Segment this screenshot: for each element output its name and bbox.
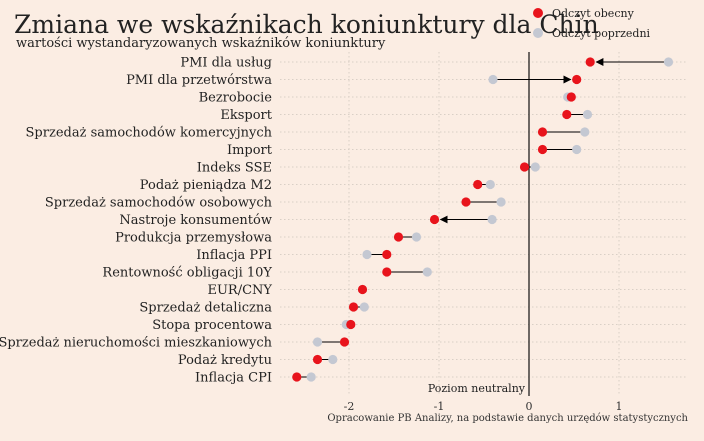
previous-point bbox=[306, 372, 316, 382]
current-point bbox=[473, 179, 483, 190]
category-label: Inflacja PPI bbox=[196, 248, 272, 263]
category-label: Nastroje konsumentów bbox=[119, 213, 272, 228]
legend-previous-label: Odczyt poprzedni bbox=[552, 27, 651, 40]
previous-point bbox=[572, 144, 582, 155]
x-axis-ticks: -2 -1 0 1 bbox=[344, 400, 623, 413]
category-label: Bezrobocie bbox=[199, 91, 273, 106]
current-point bbox=[357, 284, 368, 295]
previous-point bbox=[582, 109, 593, 120]
current-point bbox=[566, 92, 576, 102]
legend-current-marker bbox=[533, 8, 543, 18]
category-label: Podaż kredytu bbox=[178, 353, 272, 368]
chart-subtitle: wartości wystandaryzowanych wskaźników k… bbox=[16, 36, 386, 51]
current-point bbox=[348, 302, 359, 312]
category-label: Indeks SSE bbox=[197, 161, 272, 176]
current-point bbox=[461, 197, 471, 207]
current-point bbox=[537, 144, 548, 155]
current-point bbox=[339, 337, 350, 347]
previous-point bbox=[663, 57, 674, 67]
category-label: Sprzedaż nieruchomości mieszkaniowych bbox=[0, 336, 273, 351]
category-labels: PMI dla usług PMI dla przetwórstwa Bezrobo… bbox=[0, 56, 273, 386]
current-point bbox=[382, 249, 392, 260]
category-label: Eksport bbox=[220, 108, 272, 123]
category-label: PMI dla przetwórstwa bbox=[126, 73, 272, 88]
category-label: Sprzedaż samochodów osobowych bbox=[45, 196, 273, 211]
x-tick-label: 1 bbox=[616, 400, 623, 413]
current-point bbox=[292, 372, 302, 382]
previous-point bbox=[328, 354, 338, 365]
previous-point bbox=[312, 337, 323, 347]
previous-point bbox=[362, 249, 372, 260]
current-point bbox=[312, 354, 323, 365]
category-label: Podaż pieniądza M2 bbox=[140, 178, 272, 193]
previous-point bbox=[530, 162, 540, 172]
previous-point bbox=[488, 74, 498, 85]
previous-point bbox=[359, 302, 369, 312]
chart-title: Zmiana we wskaźnikach koniunktury dla Ch… bbox=[14, 10, 599, 39]
previous-point bbox=[422, 267, 432, 277]
previous-point bbox=[496, 197, 506, 207]
x-tick-label: 0 bbox=[526, 400, 533, 413]
source-note: Opracowanie PB Analizy, na podstawie dan… bbox=[327, 413, 688, 424]
current-point bbox=[572, 74, 582, 85]
category-label: Produkcja przemysłowa bbox=[115, 231, 272, 246]
category-label: Sprzedaż detaliczna bbox=[139, 301, 272, 316]
current-point bbox=[346, 319, 356, 330]
previous-point bbox=[485, 179, 495, 190]
category-label: PMI dla usług bbox=[180, 56, 272, 71]
neutral-level-annotation: Poziom neutralny bbox=[428, 382, 526, 395]
category-label: Import bbox=[227, 143, 273, 158]
legend-previous-marker bbox=[533, 28, 543, 38]
current-point bbox=[382, 267, 392, 277]
category-label: Rentowność obligacji 10Y bbox=[102, 266, 272, 281]
category-label: Stopa procentowa bbox=[152, 318, 272, 333]
category-label: EUR/CNY bbox=[207, 283, 272, 298]
current-point bbox=[585, 57, 595, 67]
previous-point bbox=[487, 214, 497, 225]
category-label: Sprzedaż samochodów komercyjnych bbox=[26, 126, 273, 141]
current-points bbox=[292, 57, 595, 382]
x-tick-label: -1 bbox=[434, 400, 445, 413]
current-point bbox=[519, 162, 530, 172]
previous-point bbox=[580, 127, 590, 137]
x-tick-label: -2 bbox=[344, 400, 355, 413]
current-point bbox=[393, 232, 404, 242]
current-point bbox=[429, 214, 440, 225]
current-point bbox=[537, 127, 548, 137]
previous-point bbox=[411, 232, 422, 242]
legend-current-label: Odczyt obecny bbox=[552, 7, 635, 20]
category-label: Inflacja CPI bbox=[195, 371, 272, 386]
legend: Odczyt obecny Odczyt poprzedni bbox=[533, 7, 651, 40]
current-point bbox=[562, 109, 572, 120]
previous-points bbox=[306, 57, 674, 382]
